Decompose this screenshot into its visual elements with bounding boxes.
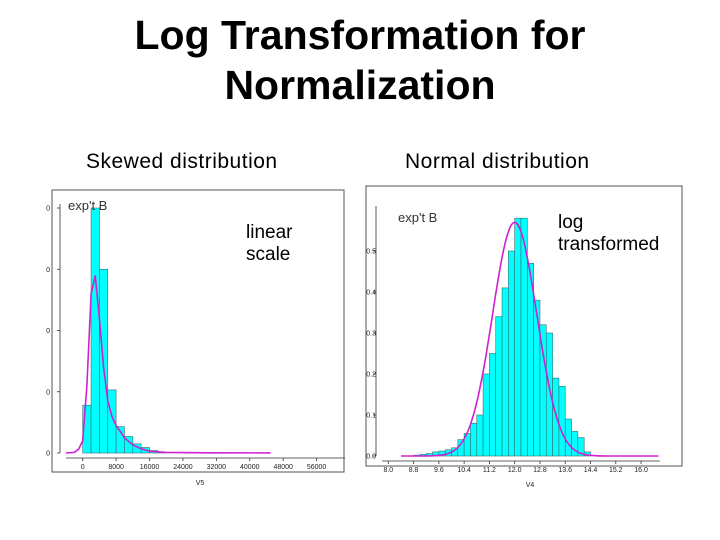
chart-1-y-tick-label: 0.4 — [366, 290, 376, 297]
chart-1-bar — [564, 418, 572, 457]
chart-0-y-tick-label: 0 — [46, 267, 50, 274]
chart-1-x-tick-label: 15.2 — [609, 467, 623, 474]
chart-1-x-tick-label: 8.8 — [409, 467, 419, 474]
title-line-2: Normalization — [224, 62, 496, 108]
chart-1-x-tick-label: 9.6 — [434, 467, 444, 474]
chart-1-x-tick-label: 10.4 — [457, 467, 471, 474]
chart-1-bar — [476, 414, 484, 457]
chart-0-x-tick-label: 48000 — [273, 464, 293, 471]
chart-1-x-tick-label: 16.0 — [634, 467, 648, 474]
left-subtitle: Skewed distribution — [86, 150, 278, 173]
chart-1-bar — [457, 439, 465, 457]
chart-1-y-tick-label: 0.3 — [366, 331, 376, 338]
chart-1-bar — [508, 250, 515, 457]
chart-1-y-tick-label: 0.0 — [366, 454, 376, 461]
chart-0-x-tick-label: 0 — [81, 464, 85, 471]
chart-0-y-tick-label: 0 — [46, 451, 50, 458]
chart-1-bar — [577, 437, 585, 457]
chart-1-x-tick-label: 12.0 — [508, 467, 522, 474]
chart-0-x-tick-label: 16000 — [140, 464, 160, 471]
chart-0-bar — [90, 207, 100, 454]
chart-1-x-tick-label: 11.2 — [483, 467, 496, 474]
chart-0-x-tick-label: 40000 — [240, 464, 260, 471]
chart-0-bar — [107, 389, 117, 454]
chart-1-bar — [489, 353, 497, 457]
chart-1-y-tick-label: 0.5 — [366, 249, 376, 256]
linear-annotation-line-1: linear — [246, 222, 293, 243]
chart-1-x-tick-label: 14.4 — [584, 467, 598, 474]
chart-1-experiment-note: exp't B — [398, 210, 437, 225]
chart-1-bar — [545, 332, 553, 457]
chart-1-density-curve — [401, 221, 659, 457]
chart-1-y-tick-label: 0.2 — [366, 372, 376, 379]
chart-1-x-tick-label: 8.0 — [383, 467, 393, 474]
chart-0-x-axis-label: V5 — [196, 480, 205, 487]
chart-1-x-tick-label: 12.8 — [533, 467, 547, 474]
chart-0-x-tick-label: 8000 — [108, 464, 124, 471]
chart-1-x-tick-label: 13.6 — [558, 467, 572, 474]
slide-title: Log Transformation for Normalization — [0, 10, 720, 110]
chart-0-y-tick-label: 0 — [46, 389, 50, 396]
title-line-1: Log Transformation for — [134, 12, 586, 58]
linear-annotation-line-2: scale — [246, 244, 291, 265]
chart-1-bar — [495, 316, 503, 457]
chart-0-x-tick-label: 24000 — [173, 464, 193, 471]
chart-1-bar — [558, 385, 566, 457]
chart-0-experiment-note: exp't B — [68, 198, 107, 213]
log-transformed-annotation: log transformed — [558, 212, 659, 256]
right-subtitle: Normal distribution — [405, 150, 590, 173]
chart-1-bar — [482, 373, 490, 457]
chart-0-y-tick-label: 0 — [46, 206, 50, 213]
linear-scale-annotation: linear scale — [246, 222, 292, 266]
chart-1-bar — [514, 217, 522, 457]
log-annotation-line-1: log — [558, 212, 584, 233]
chart-1-x-axis-label: V4 — [526, 482, 535, 489]
chart-1-bar — [470, 422, 478, 457]
chart-0-x-tick-label: 56000 — [307, 464, 327, 471]
chart-0-x-tick-label: 32000 — [207, 464, 227, 471]
log-annotation-line-2: transformed — [558, 234, 660, 255]
chart-0-density-curve — [65, 275, 271, 454]
chart-1-y-tick-label: 0.1 — [366, 413, 376, 420]
chart-0-y-tick-label: 0 — [46, 328, 50, 335]
chart-1-bar — [501, 287, 509, 457]
